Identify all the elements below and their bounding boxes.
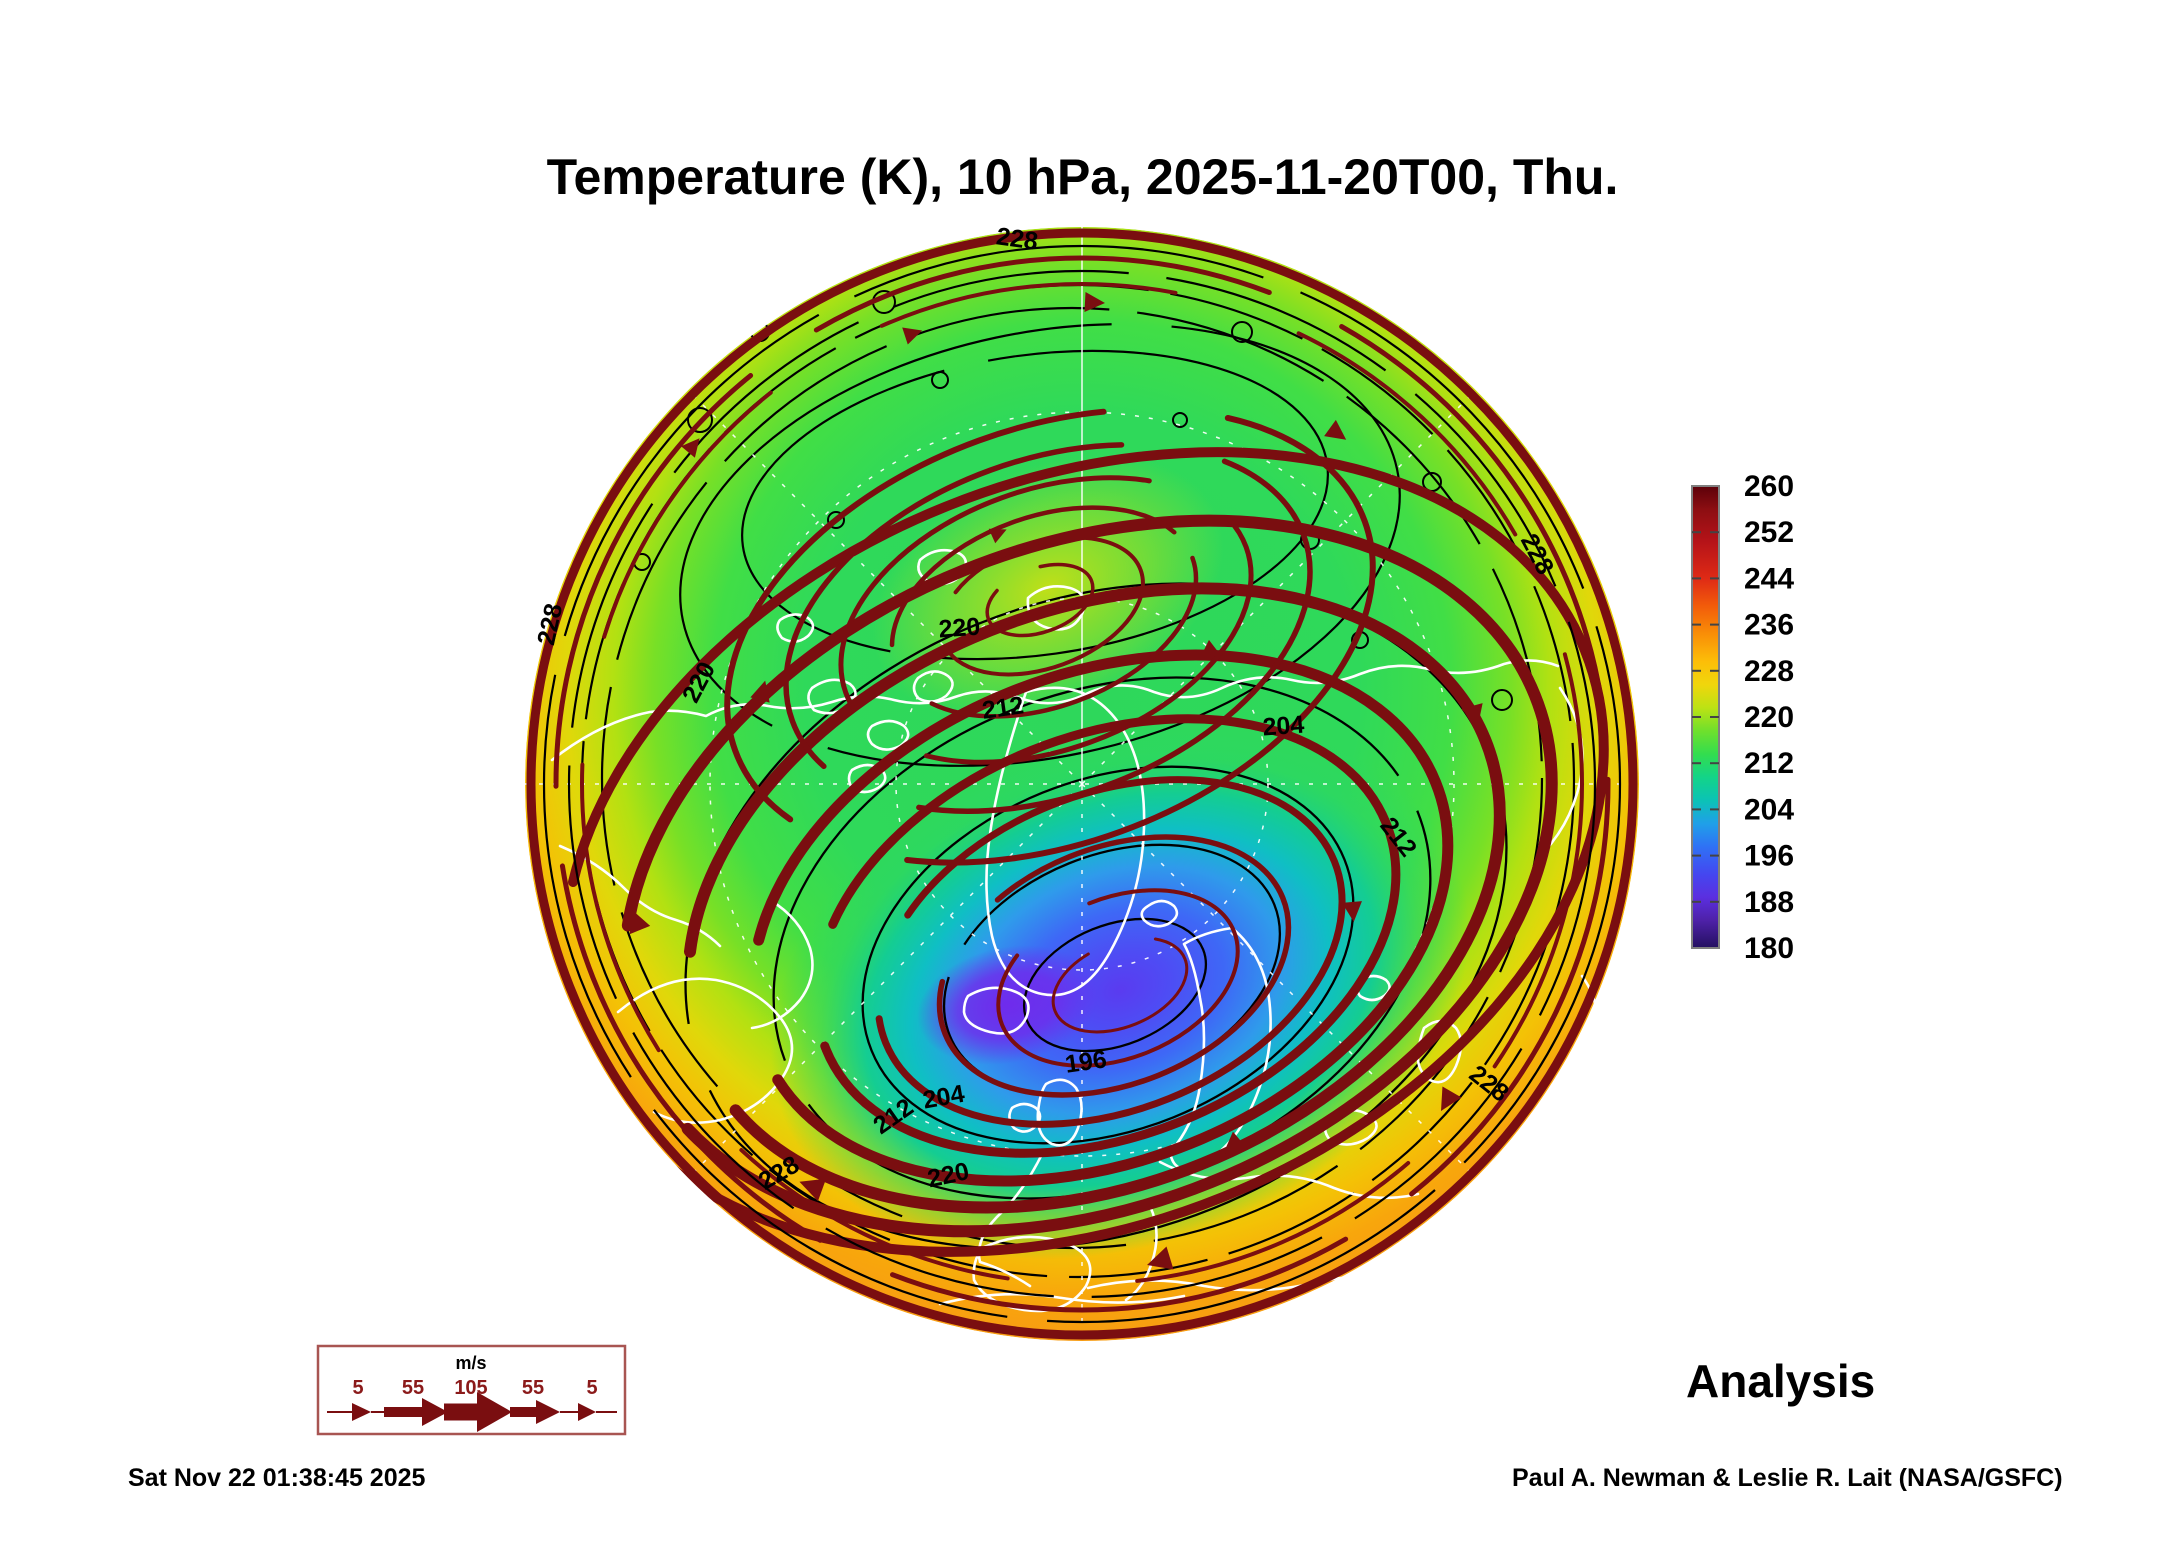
wind-speed-label: 55 [522,1377,544,1399]
colorbar-tick-label: 204 [1744,793,1794,826]
colorbar-tick-label: 244 [1744,562,1794,595]
analysis-label: Analysis [1686,1355,1876,1407]
wind-speed-legend: m/s 5 55 105 55 5 [316,1344,627,1436]
colorbar-tick-label: 228 [1744,655,1794,688]
contour-value-label: 212 [980,691,1025,725]
creation-timestamp: Sat Nov 22 01:38:45 2025 [128,1464,426,1492]
wind-speed-label: 55 [402,1377,424,1399]
colorbar-tick-label: 180 [1744,932,1794,965]
wind-legend-unit: m/s [455,1353,486,1373]
contour-value-label: 196 [1063,1045,1108,1079]
colorbar-tick-label: 220 [1744,701,1794,734]
colorbar-tick-label: 196 [1744,840,1794,873]
colorbar-ticks [1692,531,1719,903]
globe [525,227,1639,1341]
colorbar-tick-label: 260 [1744,470,1794,503]
credit-attribution: Paul A. Newman & Leslie R. Lait (NASA/GS… [1512,1464,2063,1492]
colorbar-tick-label: 236 [1744,609,1794,642]
wind-speed-label: 5 [352,1377,363,1399]
wind-legend-arrow [327,1392,617,1432]
colorbar-tick-label: 212 [1744,747,1794,780]
contour-value-label: 228 [995,222,1040,256]
figure-title: Temperature (K), 10 hPa, 2025-11-20T00, … [546,149,1619,205]
colorbar-tick-labels: 260 252 244 236 228 220 212 204 196 188 180 [1744,470,1794,965]
contour-value-label: 204 [1262,711,1306,742]
contour-value-label: 220 [938,613,982,644]
colorbar-tick-label: 252 [1744,516,1794,549]
cold-core [917,945,1099,1065]
colorbar: 260 252 244 236 228 220 212 204 196 188 180 [1691,470,1794,965]
streamline-arrowheads [629,292,1483,1270]
wind-speed-label: 5 [586,1377,597,1399]
colorbar-tick-label: 188 [1744,886,1794,919]
wind-streamlines [526,228,1638,1340]
